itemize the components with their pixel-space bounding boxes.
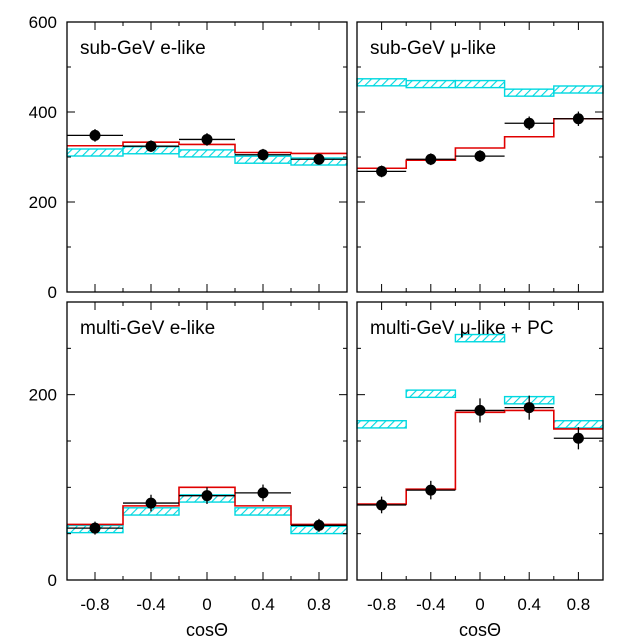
x-axis-label: cosΘ	[186, 620, 228, 640]
mc-box	[405, 389, 457, 399]
panel-frame	[66, 301, 348, 581]
mc-box	[405, 79, 457, 89]
data-point	[257, 487, 269, 499]
data-point	[313, 153, 325, 165]
mc-box	[553, 85, 604, 94]
mc-box	[356, 78, 407, 87]
data-point	[474, 150, 486, 162]
x-tick-label: -0.8	[367, 595, 396, 614]
panel-title: multi-GeV e-like	[80, 318, 215, 339]
data-point	[376, 499, 388, 511]
data-point	[201, 133, 213, 145]
x-tick-label: 0.4	[517, 595, 541, 614]
x-tick-label: -0.4	[136, 595, 165, 614]
data-point	[474, 404, 486, 416]
x-tick-label: 0.8	[567, 595, 591, 614]
mc-box	[66, 148, 124, 157]
mc-box	[454, 79, 506, 89]
data-point	[425, 153, 437, 165]
data-point	[89, 129, 101, 141]
data-point	[425, 484, 437, 496]
data-point	[376, 165, 388, 177]
panel-title: sub-GeV e-like	[80, 38, 206, 59]
y-tick-label: 200	[29, 386, 57, 405]
panel-4: -0.8 -0.4 0 0.4 0.8 cosΘ multi-GeV μ-like + PC	[356, 301, 604, 640]
x-axis-label: cosΘ	[459, 620, 501, 640]
mc-box	[454, 333, 506, 343]
panel-3: 0 200 -0.8 -0.4 0 0.4 0.8 cosΘ multi-GeV e-like	[29, 301, 348, 640]
data-point	[523, 402, 535, 414]
mc-box	[234, 507, 292, 516]
y-tick-label: 200	[29, 193, 57, 212]
fit-histogram	[67, 486, 347, 526]
x-tick-label: -0.8	[80, 595, 109, 614]
y-tick-label: 0	[48, 571, 57, 590]
y-tick-label: 0	[48, 283, 57, 302]
x-tick-label: 0	[202, 595, 211, 614]
panel-1: 0 200 400 600 sub-GeV e-like	[29, 13, 348, 302]
data-point	[89, 522, 101, 534]
panel-2: sub-GeV μ-like	[356, 21, 604, 293]
mc-box	[178, 149, 236, 158]
data-point	[201, 490, 213, 502]
mc-box	[553, 420, 604, 429]
data-point	[572, 432, 584, 444]
data-point	[257, 149, 269, 161]
data-point	[572, 113, 584, 125]
fit-histogram	[357, 117, 603, 170]
y-tick-label: 400	[29, 103, 57, 122]
panel-title: sub-GeV μ-like	[370, 38, 496, 59]
mc-box	[356, 420, 407, 429]
data-point	[145, 140, 157, 152]
panel-title: multi-GeV μ-like + PC	[370, 318, 554, 339]
x-tick-label: 0	[475, 595, 484, 614]
data-point	[313, 519, 325, 531]
mc-box	[503, 88, 555, 97]
data-point	[523, 117, 535, 129]
x-tick-label: 0.4	[251, 595, 275, 614]
panel-frame	[356, 301, 604, 581]
x-tick-label: -0.4	[416, 595, 445, 614]
data-point	[145, 497, 157, 509]
panels: 0 200 400 600 sub-GeV e-like sub-GeV μ-like 0 2…	[29, 13, 604, 640]
x-tick-label: 0.8	[307, 595, 331, 614]
y-tick-label: 600	[29, 13, 57, 32]
